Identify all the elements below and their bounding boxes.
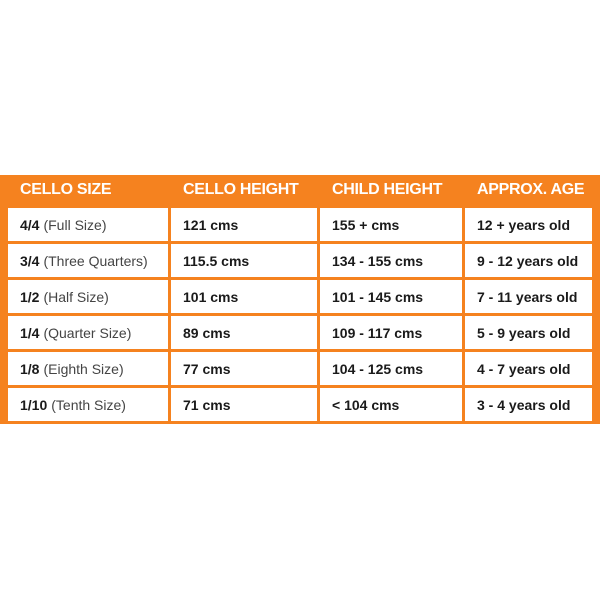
size-fraction: 1/2: [20, 288, 40, 305]
size-fraction: 1/4: [20, 324, 40, 341]
header-cell: CHILD HEIGHT: [332, 181, 443, 198]
table-cell: 104 - 125 cms: [320, 352, 462, 385]
size-table: CELLO SIZE CELLO HEIGHT CHILD HEIGHT APPROX…: [0, 175, 600, 424]
table-cell: 134 - 155 cms: [320, 244, 462, 277]
table-cell: < 104 cms: [320, 388, 462, 421]
table-cell: 4 - 7 years old: [465, 352, 592, 385]
header-cell: CELLO HEIGHT: [183, 181, 299, 198]
size-name: (Quarter Size): [43, 324, 132, 341]
size-fraction: 1/8: [20, 360, 40, 377]
table-cell: 89 cms: [171, 316, 317, 349]
table-cell: 101 - 145 cms: [320, 280, 462, 313]
header-cell: APPROX. AGE: [477, 181, 585, 198]
size-name: (Half Size): [43, 288, 109, 305]
size-cell: 1/8 (Eighth Size): [8, 352, 168, 385]
size-cell: 1/10 (Tenth Size): [8, 388, 168, 421]
table-cell: 12 + years old: [465, 208, 592, 241]
size-cell: 4/4 (Full Size): [8, 208, 168, 241]
size-name: (Full Size): [43, 216, 107, 233]
table-cell: 115.5 cms: [171, 244, 317, 277]
size-cell: 1/4 (Quarter Size): [8, 316, 168, 349]
size-fraction: 3/4: [20, 252, 40, 269]
table-cell: 155 + cms: [320, 208, 462, 241]
size-name: (Eighth Size): [43, 360, 124, 377]
size-fraction: 4/4: [20, 216, 40, 233]
size-cell: 1/2 (Half Size): [8, 280, 168, 313]
size-name: (Three Quarters): [43, 252, 148, 269]
table-cell: 101 cms: [171, 280, 317, 313]
table-cell: 77 cms: [171, 352, 317, 385]
size-fraction: 1/10: [20, 396, 48, 413]
table-cell: 3 - 4 years old: [465, 388, 592, 421]
table-cell: 5 - 9 years old: [465, 316, 592, 349]
size-name: (Tenth Size): [51, 396, 126, 413]
table-cell: 71 cms: [171, 388, 317, 421]
table-cell: 109 - 117 cms: [320, 316, 462, 349]
header-cell: CELLO SIZE: [20, 181, 112, 198]
table-cell: 7 - 11 years old: [465, 280, 592, 313]
size-cell: 3/4 (Three Quarters): [8, 244, 168, 277]
table-cell: 121 cms: [171, 208, 317, 241]
table-cell: 9 - 12 years old: [465, 244, 592, 277]
